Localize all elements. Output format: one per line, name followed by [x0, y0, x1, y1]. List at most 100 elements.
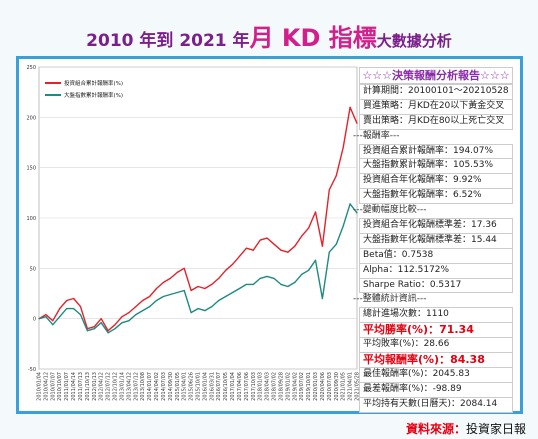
data-point	[349, 203, 351, 205]
data-point	[280, 283, 282, 286]
data-point	[328, 251, 330, 253]
x-tick-label: 2013/07/12	[133, 372, 139, 401]
data-point	[294, 281, 296, 284]
report-line: 大盤指數累計報酬率：105.53%	[359, 158, 513, 174]
x-tick-label: 2010/01/04	[37, 372, 43, 401]
data-point	[231, 291, 234, 294]
report-line: 最差報酬率(%)：-98.89	[359, 381, 513, 397]
data-point	[169, 293, 171, 296]
x-tick-label: 2011/04/14	[71, 372, 77, 401]
data-point	[107, 330, 109, 332]
data-point	[114, 328, 116, 330]
data-point	[211, 283, 213, 286]
x-tick-label: 2019/10/01	[306, 372, 312, 401]
data-point	[273, 277, 275, 279]
source-note: 資料來源：投資家日報	[406, 420, 526, 437]
x-tick-label: 2012/04/12	[99, 372, 105, 401]
report-line: 平均勝率(%)：71.34	[359, 322, 513, 338]
x-tick-label: 2016/10/05	[223, 372, 229, 401]
data-point	[52, 324, 54, 326]
data-point	[342, 146, 344, 149]
x-tick-label: 2011/01/07	[64, 372, 70, 401]
data-point	[183, 289, 185, 292]
report-line: 投資組合年化報酬標準差：17.36	[359, 218, 513, 233]
data-point	[356, 122, 358, 124]
x-tick-label: 2011/10/13	[85, 372, 91, 401]
data-point	[335, 243, 337, 245]
data-point	[86, 330, 88, 332]
x-tick-label: 2020/01/03	[313, 372, 319, 401]
report-line: 總計進場次數：1110	[359, 307, 513, 323]
data-point	[176, 271, 178, 273]
data-point	[273, 243, 275, 245]
data-point	[252, 249, 254, 251]
x-tick-label: 2016/07/07	[216, 372, 222, 401]
data-point	[238, 287, 241, 290]
data-point	[231, 263, 234, 265]
title-period: 2010 年到 2021 年	[86, 31, 250, 51]
data-point	[72, 308, 75, 310]
data-point	[135, 305, 137, 308]
data-point	[79, 305, 82, 308]
y-tick-label: 150	[26, 166, 36, 172]
x-tick-label: 2019/04/02	[292, 372, 298, 401]
x-tick-label: 2017/01/04	[230, 372, 236, 401]
data-point	[308, 227, 310, 229]
report-line: 大盤指數年化報酬標準差：15.44	[359, 232, 513, 248]
data-point	[356, 212, 358, 214]
x-tick-label: 2013/04/12	[126, 372, 132, 401]
data-point	[266, 237, 268, 239]
data-point	[190, 312, 192, 314]
y-tick-label: -50	[28, 367, 36, 373]
data-point	[287, 251, 289, 253]
data-point	[52, 320, 54, 322]
report-line: ---整體統計資訊---	[353, 294, 427, 305]
data-point	[183, 267, 185, 269]
x-tick-label: 2019/01/02	[285, 372, 291, 401]
data-point	[211, 305, 213, 308]
data-point	[204, 310, 206, 312]
report-line: 投資組合累計報酬率：194.07%	[359, 143, 513, 159]
report-panel: ☆☆☆決策報酬分析報告☆☆☆ 計算期間：20100101～20210528 買進策…	[353, 67, 513, 413]
report-line: 平均敗率(%)：28.66	[359, 337, 513, 353]
x-tick-label: 2017/04/06	[237, 372, 243, 401]
y-tick-label: 250	[26, 65, 36, 71]
x-tick-label: 2010/04/12	[43, 372, 49, 401]
title-indicator: 月 KD 指標	[249, 24, 377, 52]
data-point	[335, 175, 337, 177]
data-point	[121, 316, 123, 318]
y-tick-label: 0	[33, 317, 36, 323]
data-point	[142, 310, 144, 312]
data-point	[328, 189, 330, 191]
report-line: 買進策略：月KD在20以下黃金交叉	[359, 98, 513, 114]
x-tick-label: 2015/04/01	[182, 372, 188, 401]
x-tick-label: 2013/10/08	[140, 372, 146, 401]
x-tick-label: 2017/10/03	[251, 372, 257, 401]
data-point	[225, 269, 227, 271]
x-tick-label: 2020/09/30	[334, 372, 340, 401]
data-point	[197, 308, 199, 310]
data-point	[238, 255, 241, 257]
data-point	[342, 225, 344, 227]
x-tick-label: 2014/01/07	[147, 372, 153, 401]
data-point	[259, 277, 261, 279]
y-tick-label: 50	[30, 266, 36, 272]
x-tick-label: 2021/01/05	[341, 372, 347, 401]
data-point	[162, 295, 165, 298]
report-lines: 計算期間：20100101～20210528 買進策略：月KD在20以下黃金交叉賣…	[353, 84, 513, 413]
report-line: Sharpe Ratio：0.5317	[359, 277, 513, 294]
report-line: 賣出策略：月KD在80以上死亡交叉	[359, 113, 513, 130]
x-tick-label: 2015/01/05	[175, 372, 181, 401]
data-point	[149, 305, 151, 308]
title-suffix: 大數據分析	[376, 32, 452, 50]
data-point	[225, 295, 227, 298]
data-point	[162, 281, 165, 284]
data-point	[100, 318, 102, 320]
report-line: 大盤指數年化報酬率：6.52%	[359, 188, 513, 205]
data-point	[45, 316, 47, 318]
data-point	[314, 259, 317, 261]
report-line: ---變動幅度比較---	[353, 205, 427, 216]
x-tick-label: 2019/07/02	[299, 372, 305, 401]
data-point	[72, 297, 75, 300]
data-point	[280, 249, 282, 251]
